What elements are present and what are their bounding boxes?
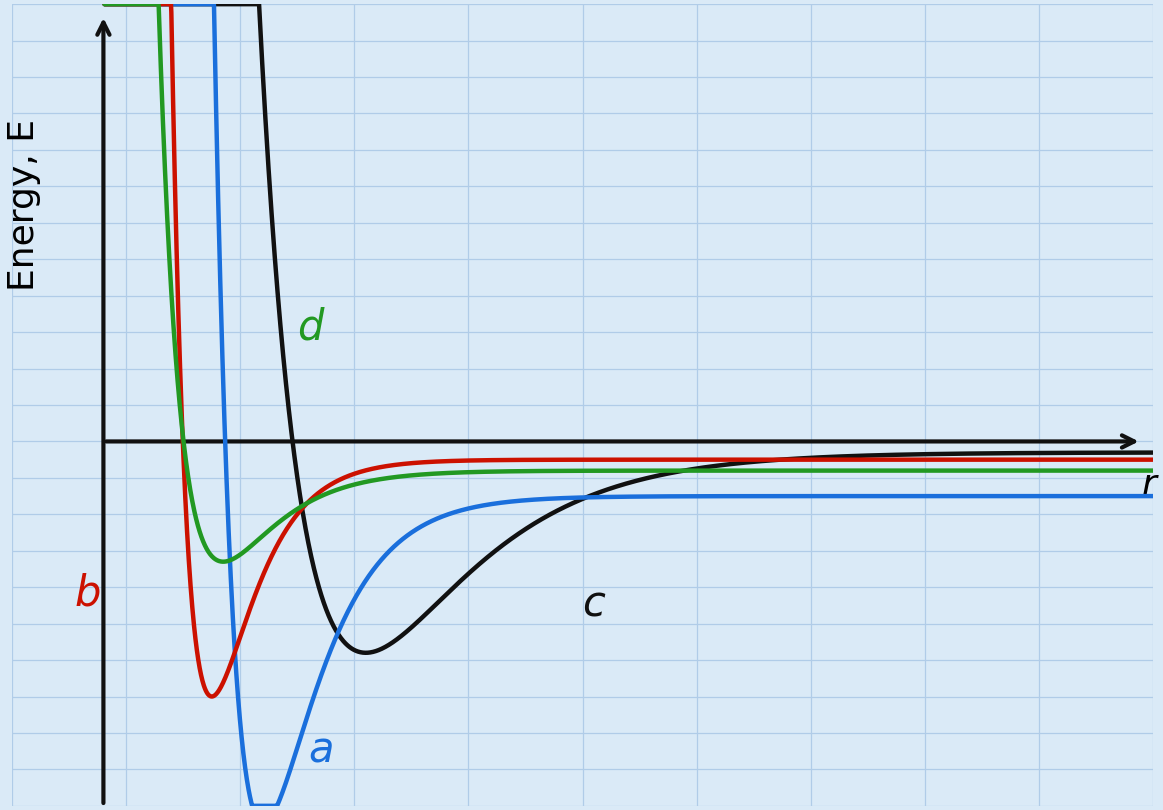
Text: c: c [583,583,606,625]
Text: d: d [298,306,323,348]
Text: r: r [1142,468,1156,502]
Text: Energy, E: Energy, E [7,118,41,291]
Text: a: a [308,729,334,771]
Text: b: b [74,573,101,615]
